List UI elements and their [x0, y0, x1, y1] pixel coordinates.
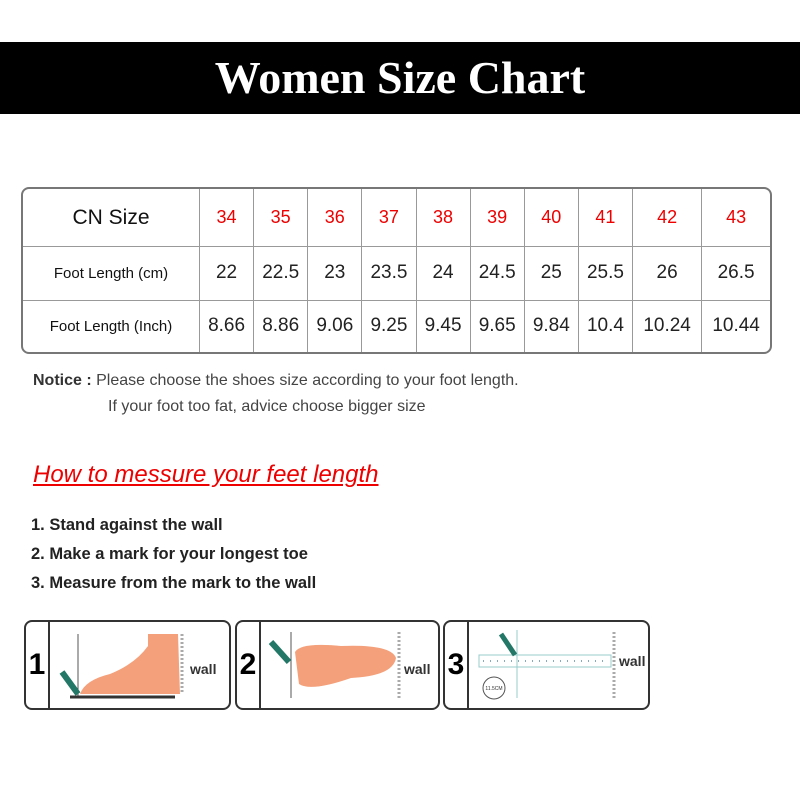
measure-circle-label: 11.5CM	[485, 686, 502, 692]
step-3-illustration: 3 11.5CM wall	[443, 620, 650, 710]
table-cell: 24.5	[470, 247, 525, 301]
table-cell: 26	[633, 247, 703, 301]
table-row: Foot Length (Inch) 8.66 8.86 9.06 9.25 9.45 9.…	[23, 300, 770, 352]
step-number: 2	[237, 622, 261, 708]
table-cell: 23.5	[362, 247, 417, 301]
row-label: CN Size	[23, 189, 200, 248]
notice: Notice : Please choose the shoes size ac…	[33, 368, 519, 420]
table-cell: 25	[524, 247, 579, 301]
table-cell: 8.86	[254, 300, 309, 352]
size-table: CN Size 34 35 36 37 38 39 40 41 42 43 Foot Length (…	[21, 187, 772, 354]
table-cell: 8.66	[200, 300, 255, 352]
table-cell: 10.24	[633, 300, 703, 352]
table-cell: 9.65	[471, 300, 525, 352]
step-1: 1. Stand against the wall	[31, 516, 223, 534]
table-cell: 9.84	[525, 300, 579, 352]
step-2-illustration: 2 wall	[235, 620, 440, 710]
table-cell: 22	[200, 247, 255, 301]
notice-label: Notice :	[33, 372, 92, 389]
table-cell: 42	[633, 189, 703, 248]
page-title: Women Size Chart	[0, 42, 800, 114]
table-cell: 9.45	[417, 300, 471, 352]
table-cell: 23	[308, 247, 363, 301]
table-cell: 35	[254, 189, 309, 248]
wall-label: wall	[189, 661, 216, 677]
table-cell: 26.5	[702, 247, 770, 301]
table-row: Foot Length (cm) 22 22.5 23 23.5 24 24.5 25 25.5…	[23, 247, 770, 301]
table-cell: 41	[578, 189, 633, 248]
step-number: 3	[445, 622, 469, 708]
step-1-illustration: 1 wall	[24, 620, 231, 710]
row-label: Foot Length (Inch)	[23, 300, 200, 352]
step-3: 3. Measure from the mark to the wall	[31, 574, 317, 592]
table-cell: 25.5	[578, 247, 633, 301]
table-cell: 9.06	[308, 300, 363, 352]
row-label: Foot Length (cm)	[23, 247, 200, 301]
notice-line2: If your foot too fat, advice choose bigg…	[108, 398, 426, 415]
table-cell: 37	[362, 189, 417, 248]
table-cell: 10.44	[712, 315, 760, 337]
table-row: CN Size 34 35 36 37 38 39 40 41 42 43	[23, 189, 770, 248]
table-cell: 22.5	[254, 247, 309, 301]
steps-list: 1. Stand against the wall 2. Make a mark…	[31, 511, 316, 598]
wall-label: wall	[618, 653, 645, 669]
table-cell: 9.25	[362, 300, 417, 352]
foot-side-icon: wall	[59, 634, 216, 699]
table-cell: 24	[416, 247, 471, 301]
table-cell: 34	[200, 189, 255, 248]
table-cell: 36	[308, 189, 363, 248]
step-2: 2. Make a mark for your longest toe	[31, 545, 308, 563]
howto-title: How to messure your feet length	[33, 461, 379, 488]
table-cell: 40	[524, 189, 579, 248]
table-cell: 43	[702, 189, 770, 248]
step-number: 1	[26, 622, 50, 708]
table-cell: 38	[416, 189, 471, 248]
ruler-icon: 11.5CM wall	[478, 630, 645, 700]
notice-line1: Please choose the shoes size according t…	[96, 372, 519, 389]
table-cell: 10.4	[579, 300, 633, 352]
foot-top-icon: wall	[268, 632, 430, 698]
table-cell: 39	[470, 189, 525, 248]
wall-label: wall	[403, 661, 430, 677]
